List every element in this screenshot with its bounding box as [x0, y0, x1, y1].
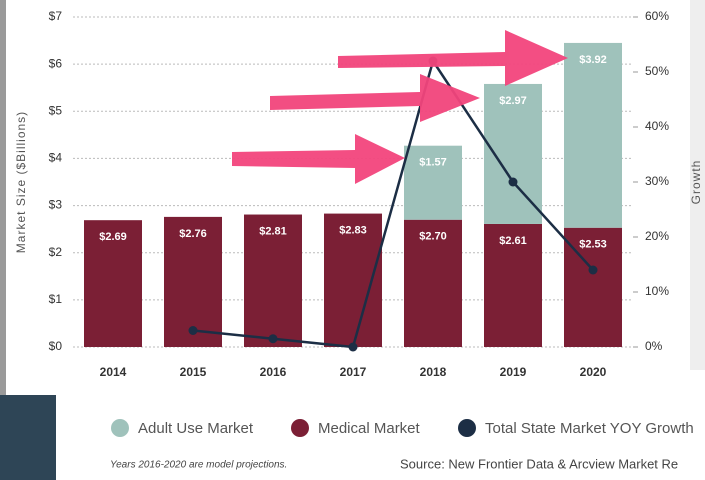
value-label: $2.69 — [99, 231, 127, 243]
right-edge — [690, 0, 705, 370]
y-tick-label: $2 — [49, 245, 63, 259]
growth-point — [508, 177, 518, 187]
bar — [404, 219, 462, 347]
x-tick-label: 2014 — [100, 365, 127, 379]
value-label: $2.83 — [339, 224, 367, 236]
bar — [164, 216, 222, 347]
corner-panel — [0, 395, 56, 480]
y-tick-label: $4 — [49, 151, 63, 165]
value-label: $1.57 — [419, 157, 447, 169]
bar — [564, 42, 622, 228]
legend-label: Medical Market — [318, 420, 421, 437]
y-axis-label: Market Size ($Billions) — [14, 111, 28, 253]
y2-tick-label: 10% — [645, 284, 669, 298]
legend: Adult Use Market Medical Market Total Stat… — [111, 419, 694, 437]
y-tick-label: $3 — [49, 198, 63, 212]
annotation-arrows — [232, 30, 568, 184]
bar — [484, 223, 542, 347]
value-label: $2.61 — [499, 235, 527, 247]
y2-tick-label: 50% — [645, 64, 669, 78]
y2-tick-label: 60% — [645, 9, 669, 23]
y2-tick-label: 20% — [645, 229, 669, 243]
x-tick-label: 2016 — [260, 365, 287, 379]
x-tick-label: 2017 — [340, 365, 367, 379]
y-tick-label: $1 — [49, 292, 63, 306]
plot: $0 $1 $2 $3 $4 $5 $6 $7 0% 10% 20% 30% 40% 50% 60% $2.6… — [49, 9, 670, 379]
value-label: $2.76 — [179, 228, 207, 240]
x-tick-label: 2019 — [500, 365, 527, 379]
bar — [84, 220, 142, 347]
y-tick-label: $7 — [49, 9, 63, 23]
bar — [404, 145, 462, 220]
legend-label: Adult Use Market — [138, 420, 254, 437]
growth-line — [192, 58, 594, 349]
growth-point — [348, 342, 358, 352]
footnote: Years 2016-2020 are model projections. — [110, 460, 287, 471]
growth-point — [268, 334, 278, 344]
growth-point — [188, 326, 198, 335]
value-label: $2.70 — [419, 231, 447, 243]
value-label: $3.92 — [579, 54, 607, 66]
x-tick-label: 2015 — [180, 365, 207, 379]
y2-tick-label: 40% — [645, 119, 669, 133]
legend-swatch — [291, 419, 309, 437]
legend-swatch — [458, 419, 476, 437]
value-label: $2.97 — [499, 95, 527, 107]
y-tick-label: $0 — [49, 339, 63, 353]
x-tick-label: 2018 — [420, 365, 447, 379]
y2-axis-label: Growth — [689, 160, 703, 205]
legend-swatch — [111, 419, 129, 437]
left-edge — [0, 0, 6, 395]
x-tick-label: 2020 — [580, 365, 607, 379]
y2-tick-label: 30% — [645, 174, 669, 188]
source: Source: New Frontier Data & Arcview Mark… — [400, 456, 678, 471]
y2-tick-label: 0% — [645, 339, 663, 353]
value-label: $2.81 — [259, 225, 287, 237]
growth-point — [588, 265, 598, 275]
y-tick-label: $6 — [49, 56, 63, 70]
value-label: $2.53 — [579, 239, 607, 251]
y-tick-label: $5 — [49, 103, 63, 117]
legend-label: Total State Market YOY Growth — [485, 420, 694, 437]
bar — [244, 214, 302, 347]
